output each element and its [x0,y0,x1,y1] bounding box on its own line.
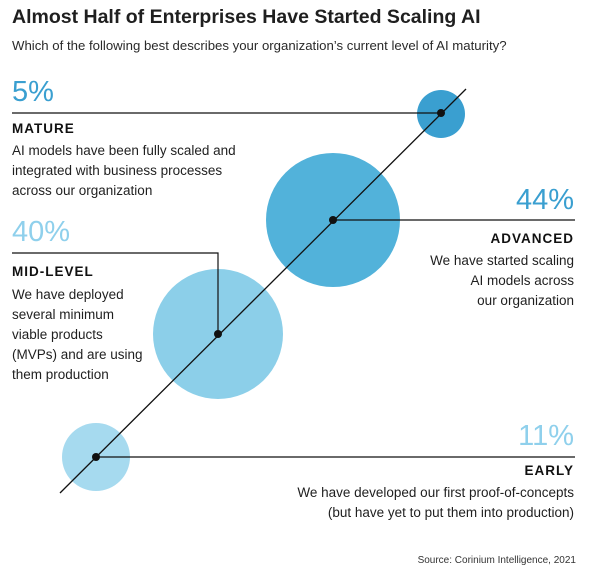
mid-level-label: MID-LEVEL [12,264,94,279]
advanced-percent: 44% [515,184,574,216]
page-subtitle: Which of the following best describes yo… [12,38,507,53]
source-note: Source: Corinium Intelligence, 2021 [417,555,576,566]
mid-level-dot [214,330,222,338]
advanced-dot [329,216,337,224]
mature-dot [437,109,445,117]
early-dot [92,453,100,461]
early-label: EARLY [524,463,574,478]
mature-percent: 5% [12,76,54,108]
mature-label: MATURE [12,121,75,136]
early-percent: 11% [518,420,574,452]
mid-level-percent: 40% [12,216,71,248]
mature-description: AI models have been fully scaled and int… [12,143,236,198]
mid-level-description: We have deployed several minimum viable … [12,287,143,382]
advanced-label: ADVANCED [490,231,574,246]
maturity-axis-line [59,88,467,494]
page-title: Almost Half of Enterprises Have Started … [12,6,481,28]
advanced-description: We have started scaling AI models across… [430,253,574,308]
early-description: We have developed our first proof-of-con… [297,485,574,520]
mid-level-leader-line [12,252,219,334]
